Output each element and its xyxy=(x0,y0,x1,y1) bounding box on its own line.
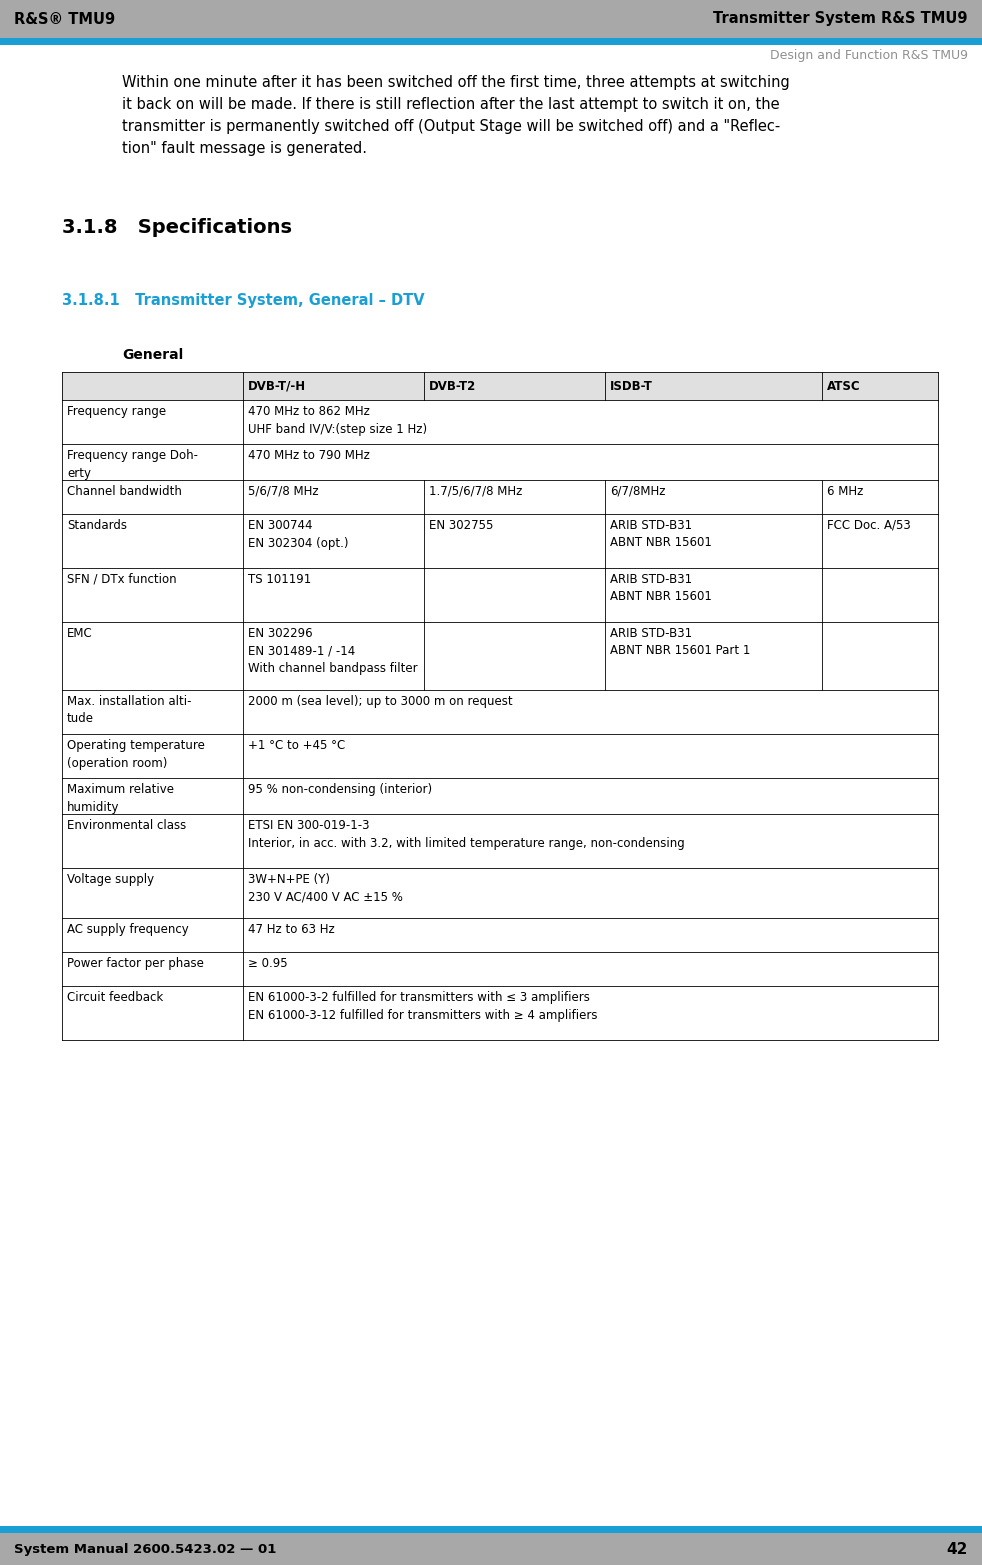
Text: DVB-T/-H: DVB-T/-H xyxy=(248,379,306,393)
Bar xyxy=(62,568,938,621)
Text: Channel bandwidth: Channel bandwidth xyxy=(67,485,182,498)
Bar xyxy=(0,0,982,38)
Text: 3.1.8.1   Transmitter System, General – DTV: 3.1.8.1 Transmitter System, General – DT… xyxy=(62,293,424,308)
Bar xyxy=(62,372,938,401)
Text: 6 MHz: 6 MHz xyxy=(827,485,863,498)
Text: 470 MHz to 790 MHz: 470 MHz to 790 MHz xyxy=(248,449,370,462)
Text: EN 302296
EN 301489-1 / -14
With channel bandpass filter: EN 302296 EN 301489-1 / -14 With channel… xyxy=(248,628,417,675)
Bar xyxy=(62,778,938,814)
Bar xyxy=(0,1526,982,1534)
Text: it back on will be made. If there is still reflection after the last attempt to : it back on will be made. If there is sti… xyxy=(122,97,780,113)
Bar xyxy=(62,952,938,986)
Text: ARIB STD-B31
ABNT NBR 15601: ARIB STD-B31 ABNT NBR 15601 xyxy=(610,520,712,549)
Text: ≥ 0.95: ≥ 0.95 xyxy=(248,958,288,970)
Text: EN 300744
EN 302304 (opt.): EN 300744 EN 302304 (opt.) xyxy=(248,520,349,549)
Text: Standards: Standards xyxy=(67,520,127,532)
Text: 5/6/7/8 MHz: 5/6/7/8 MHz xyxy=(248,485,318,498)
Text: Max. installation alti-
tude: Max. installation alti- tude xyxy=(67,695,191,726)
Text: 95 % non-condensing (interior): 95 % non-condensing (interior) xyxy=(248,782,432,797)
Text: transmitter is permanently switched off (Output Stage will be switched off) and : transmitter is permanently switched off … xyxy=(122,119,781,135)
Text: AC supply frequency: AC supply frequency xyxy=(67,923,189,936)
Text: ATSC: ATSC xyxy=(827,379,860,393)
Text: EN 61000-3-2 fulfilled for transmitters with ≤ 3 amplifiers
EN 61000-3-12 fulfil: EN 61000-3-2 fulfilled for transmitters … xyxy=(248,991,597,1022)
Bar xyxy=(62,513,938,568)
Text: 3W+N+PE (Y)
230 V AC/400 V AC ±15 %: 3W+N+PE (Y) 230 V AC/400 V AC ±15 % xyxy=(248,873,403,903)
Text: SFN / DTx function: SFN / DTx function xyxy=(67,573,177,585)
Text: EN 302755: EN 302755 xyxy=(429,520,493,532)
Bar xyxy=(0,38,982,45)
Bar xyxy=(62,690,938,734)
Text: tion" fault message is generated.: tion" fault message is generated. xyxy=(122,141,367,156)
Text: ARIB STD-B31
ABNT NBR 15601 Part 1: ARIB STD-B31 ABNT NBR 15601 Part 1 xyxy=(610,628,750,657)
Bar xyxy=(62,734,938,778)
Bar xyxy=(62,814,938,869)
Text: Design and Function R&S TMU9: Design and Function R&S TMU9 xyxy=(770,49,968,63)
Text: Circuit feedback: Circuit feedback xyxy=(67,991,163,1005)
Text: +1 °C to +45 °C: +1 °C to +45 °C xyxy=(248,739,346,753)
Bar xyxy=(62,621,938,690)
Text: 3.1.8   Specifications: 3.1.8 Specifications xyxy=(62,218,292,236)
Text: Environmental class: Environmental class xyxy=(67,818,187,833)
Bar xyxy=(62,986,938,1041)
Text: ISDB-T: ISDB-T xyxy=(610,379,653,393)
Text: 6/7/8MHz: 6/7/8MHz xyxy=(610,485,666,498)
Text: 2000 m (sea level); up to 3000 m on request: 2000 m (sea level); up to 3000 m on requ… xyxy=(248,695,513,707)
Text: 47 Hz to 63 Hz: 47 Hz to 63 Hz xyxy=(248,923,335,936)
Text: FCC Doc. A/53: FCC Doc. A/53 xyxy=(827,520,910,532)
Text: Frequency range: Frequency range xyxy=(67,405,166,418)
Bar xyxy=(0,1534,982,1565)
Text: ARIB STD-B31
ABNT NBR 15601: ARIB STD-B31 ABNT NBR 15601 xyxy=(610,573,712,604)
Text: DVB-T2: DVB-T2 xyxy=(429,379,476,393)
Text: Transmitter System R&S TMU9: Transmitter System R&S TMU9 xyxy=(714,11,968,27)
Text: R&S® TMU9: R&S® TMU9 xyxy=(14,11,115,27)
Text: 1.7/5/6/7/8 MHz: 1.7/5/6/7/8 MHz xyxy=(429,485,522,498)
Text: 470 MHz to 862 MHz
UHF band IV/V:(step size 1 Hz): 470 MHz to 862 MHz UHF band IV/V:(step s… xyxy=(248,405,427,435)
Text: TS 101191: TS 101191 xyxy=(248,573,311,585)
Text: System Manual 2600.5423.02 — 01: System Manual 2600.5423.02 — 01 xyxy=(14,1543,276,1556)
Text: Power factor per phase: Power factor per phase xyxy=(67,958,204,970)
Bar xyxy=(62,869,938,919)
Text: Maximum relative
humidity: Maximum relative humidity xyxy=(67,782,174,814)
Text: 42: 42 xyxy=(947,1542,968,1557)
Bar xyxy=(62,480,938,513)
Text: Frequency range Doh-
erty: Frequency range Doh- erty xyxy=(67,449,198,479)
Text: Operating temperature
(operation room): Operating temperature (operation room) xyxy=(67,739,205,770)
Text: ETSI EN 300-019-1-3
Interior, in acc. with 3.2, with limited temperature range, : ETSI EN 300-019-1-3 Interior, in acc. wi… xyxy=(248,818,684,850)
Bar xyxy=(62,919,938,952)
Text: Within one minute after it has been switched off the first time, three attempts : Within one minute after it has been swit… xyxy=(122,75,790,91)
Bar xyxy=(62,444,938,480)
Text: Voltage supply: Voltage supply xyxy=(67,873,154,886)
Bar xyxy=(62,401,938,444)
Text: General: General xyxy=(122,347,184,362)
Text: EMC: EMC xyxy=(67,628,92,640)
